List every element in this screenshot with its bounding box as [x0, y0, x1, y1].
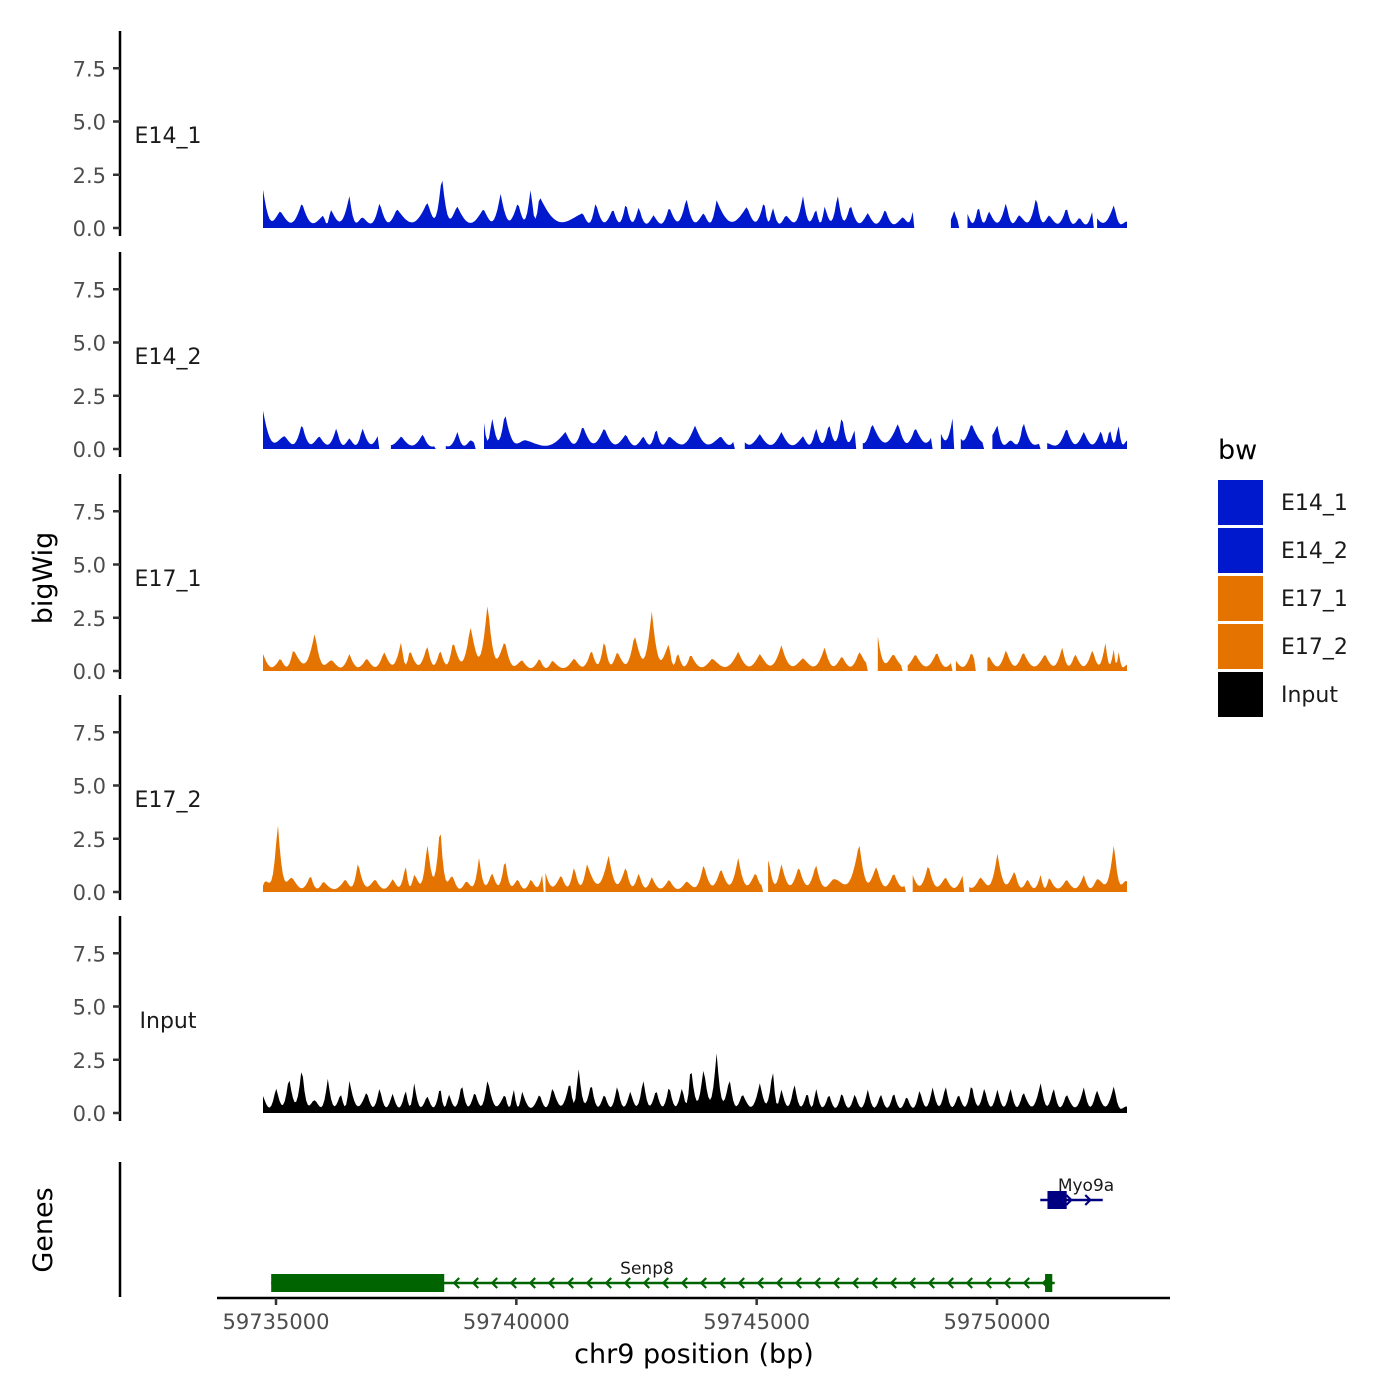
strand-arrow	[1003, 1277, 1011, 1289]
legend-swatch-input	[1218, 672, 1263, 717]
legend-label-e14-1: E14_1	[1281, 491, 1348, 516]
strand-arrow	[471, 1277, 479, 1289]
strand-arrow	[889, 1277, 897, 1289]
y-tick-label: 0.0	[73, 660, 106, 684]
strand-arrow	[737, 1277, 745, 1289]
strand-arrow	[965, 1277, 973, 1289]
strand-arrow	[927, 1277, 935, 1289]
signal-area-e17-1	[263, 606, 1127, 671]
strand-arrow	[832, 1277, 840, 1289]
y-tick-label: 2.5	[73, 1049, 106, 1073]
signal-area-e17-2	[263, 825, 1127, 892]
signal-area-input	[263, 1053, 1127, 1113]
y-tick-label: 2.5	[73, 164, 106, 188]
strand-arrow	[452, 1277, 460, 1289]
y-tick-label: 5.0	[73, 996, 106, 1020]
strand-arrow	[1041, 1277, 1049, 1289]
gene-exon	[1047, 1191, 1067, 1209]
legend-swatch-e14-1	[1218, 480, 1263, 525]
strand-arrow	[509, 1277, 517, 1289]
y-axis-title: bigWig	[28, 532, 59, 625]
y-tick-label: 7.5	[73, 500, 106, 524]
x-tick-label: 59740000	[463, 1310, 570, 1334]
track-label-e17-1: E17_1	[135, 567, 202, 592]
track-label-input: Input	[140, 1009, 197, 1034]
y-tick-label: 7.5	[73, 278, 106, 302]
x-tick-label: 59750000	[944, 1310, 1051, 1334]
legend-swatch-e17-2	[1218, 624, 1263, 669]
strand-arrow	[585, 1277, 593, 1289]
strand-arrow	[490, 1277, 498, 1289]
strand-arrow	[1084, 1194, 1092, 1206]
y-tick-label: 7.5	[73, 721, 106, 745]
y-tick-label: 0.0	[73, 1102, 106, 1126]
strand-arrow	[604, 1277, 612, 1289]
strand-arrow	[908, 1277, 916, 1289]
x-tick-label: 59735000	[223, 1310, 330, 1334]
y-tick-label: 5.0	[73, 775, 106, 799]
strand-arrow	[1022, 1277, 1030, 1289]
strand-arrow	[1065, 1194, 1073, 1206]
strand-arrow	[984, 1277, 992, 1289]
y-tick-label: 0.0	[73, 217, 106, 241]
signal-area-e14-1	[263, 180, 1127, 228]
y-tick-label: 7.5	[73, 942, 106, 966]
y-tick-label: 0.0	[73, 881, 106, 905]
strand-arrow	[775, 1277, 783, 1289]
strand-arrow	[566, 1277, 574, 1289]
strand-arrow	[794, 1277, 802, 1289]
gene-label-senp8: Senp8	[620, 1259, 674, 1279]
y-tick-label: 7.5	[73, 57, 106, 81]
strand-arrow	[946, 1277, 954, 1289]
legend-label-e17-2: E17_2	[1281, 635, 1348, 660]
strand-arrow	[813, 1277, 821, 1289]
track-label-e14-2: E14_2	[135, 345, 202, 370]
strand-arrow	[623, 1277, 631, 1289]
strand-arrow	[699, 1277, 707, 1289]
strand-arrow	[870, 1277, 878, 1289]
strand-arrow	[718, 1277, 726, 1289]
strand-arrow	[851, 1277, 859, 1289]
legend-swatch-e17-1	[1218, 576, 1263, 621]
x-axis-title: chr9 position (bp)	[574, 1339, 814, 1370]
y-tick-label: 0.0	[73, 438, 106, 462]
legend-swatch-e14-2	[1218, 528, 1263, 573]
legend-label-e14-2: E14_2	[1281, 539, 1348, 564]
x-tick-label: 59745000	[703, 1310, 810, 1334]
legend-title: bw	[1218, 435, 1257, 466]
signal-area-e14-2	[263, 410, 1127, 449]
gene-label-myo9a: Myo9a	[1058, 1176, 1114, 1196]
gene-exon	[1045, 1274, 1053, 1292]
track-label-e14-1: E14_1	[135, 124, 202, 149]
strand-arrow	[756, 1277, 764, 1289]
strand-arrow	[661, 1277, 669, 1289]
y-tick-label: 5.0	[73, 111, 106, 135]
y-tick-label: 2.5	[73, 828, 106, 852]
y-tick-label: 5.0	[73, 332, 106, 356]
track-label-e17-2: E17_2	[135, 788, 202, 813]
y-tick-label: 2.5	[73, 607, 106, 631]
strand-arrow	[642, 1277, 650, 1289]
legend-label-e17-1: E17_1	[1281, 587, 1348, 612]
strand-arrow	[680, 1277, 688, 1289]
strand-arrow	[528, 1277, 536, 1289]
genes-axis-title: Genes	[28, 1187, 59, 1272]
gene-exon	[271, 1274, 445, 1292]
legend-label-input: Input	[1281, 683, 1338, 708]
y-tick-label: 5.0	[73, 554, 106, 578]
y-tick-label: 2.5	[73, 385, 106, 409]
strand-arrow	[547, 1277, 555, 1289]
